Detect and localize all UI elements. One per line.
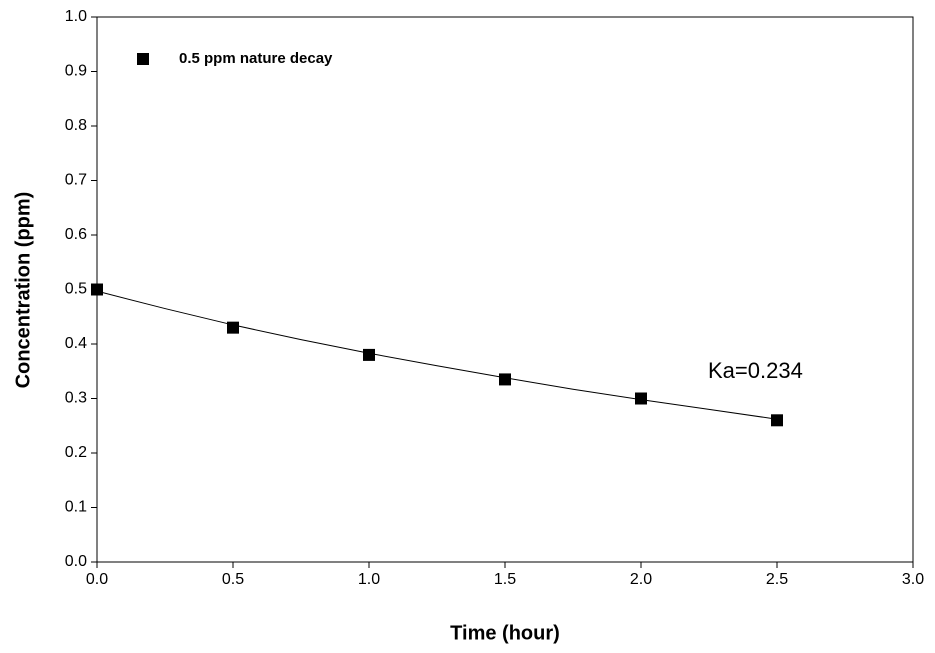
data-point [227, 321, 239, 334]
x-tick-label: 1.0 [358, 571, 380, 588]
y-tick-label: 0.9 [65, 63, 87, 80]
x-tick-label: 2.0 [630, 571, 652, 588]
data-point [635, 392, 647, 405]
x-tick-label: 3.0 [902, 571, 924, 588]
data-point [771, 414, 783, 427]
y-tick-label: 1.0 [65, 8, 87, 25]
data-point [91, 283, 103, 296]
x-tick-label: 1.5 [494, 571, 516, 588]
y-tick-label: 0.0 [65, 553, 87, 570]
x-tick-label: 0.0 [86, 571, 108, 588]
y-tick-label: 0.5 [65, 281, 87, 298]
x-axis-title: Time (hour) [450, 622, 560, 644]
y-axis-title: Concentration (ppm) [12, 192, 34, 389]
x-tick-label: 2.5 [766, 571, 788, 588]
legend-label: 0.5 ppm nature decay [179, 50, 333, 67]
y-tick-label: 0.7 [65, 172, 87, 189]
annotation: Ka=0.234 [708, 358, 803, 383]
x-tick-label: 0.5 [222, 571, 244, 588]
y-tick-label: 0.2 [65, 444, 87, 461]
y-tick-label: 0.6 [65, 226, 87, 243]
legend-marker [137, 53, 149, 65]
y-tick-label: 0.4 [65, 335, 87, 352]
data-point [499, 373, 511, 386]
y-tick-label: 0.1 [65, 499, 87, 516]
y-tick-label: 0.8 [65, 117, 87, 134]
fit-curve [96, 290, 778, 420]
data-point [363, 348, 375, 361]
plot-frame [96, 16, 914, 563]
y-tick-label: 0.3 [65, 390, 87, 407]
